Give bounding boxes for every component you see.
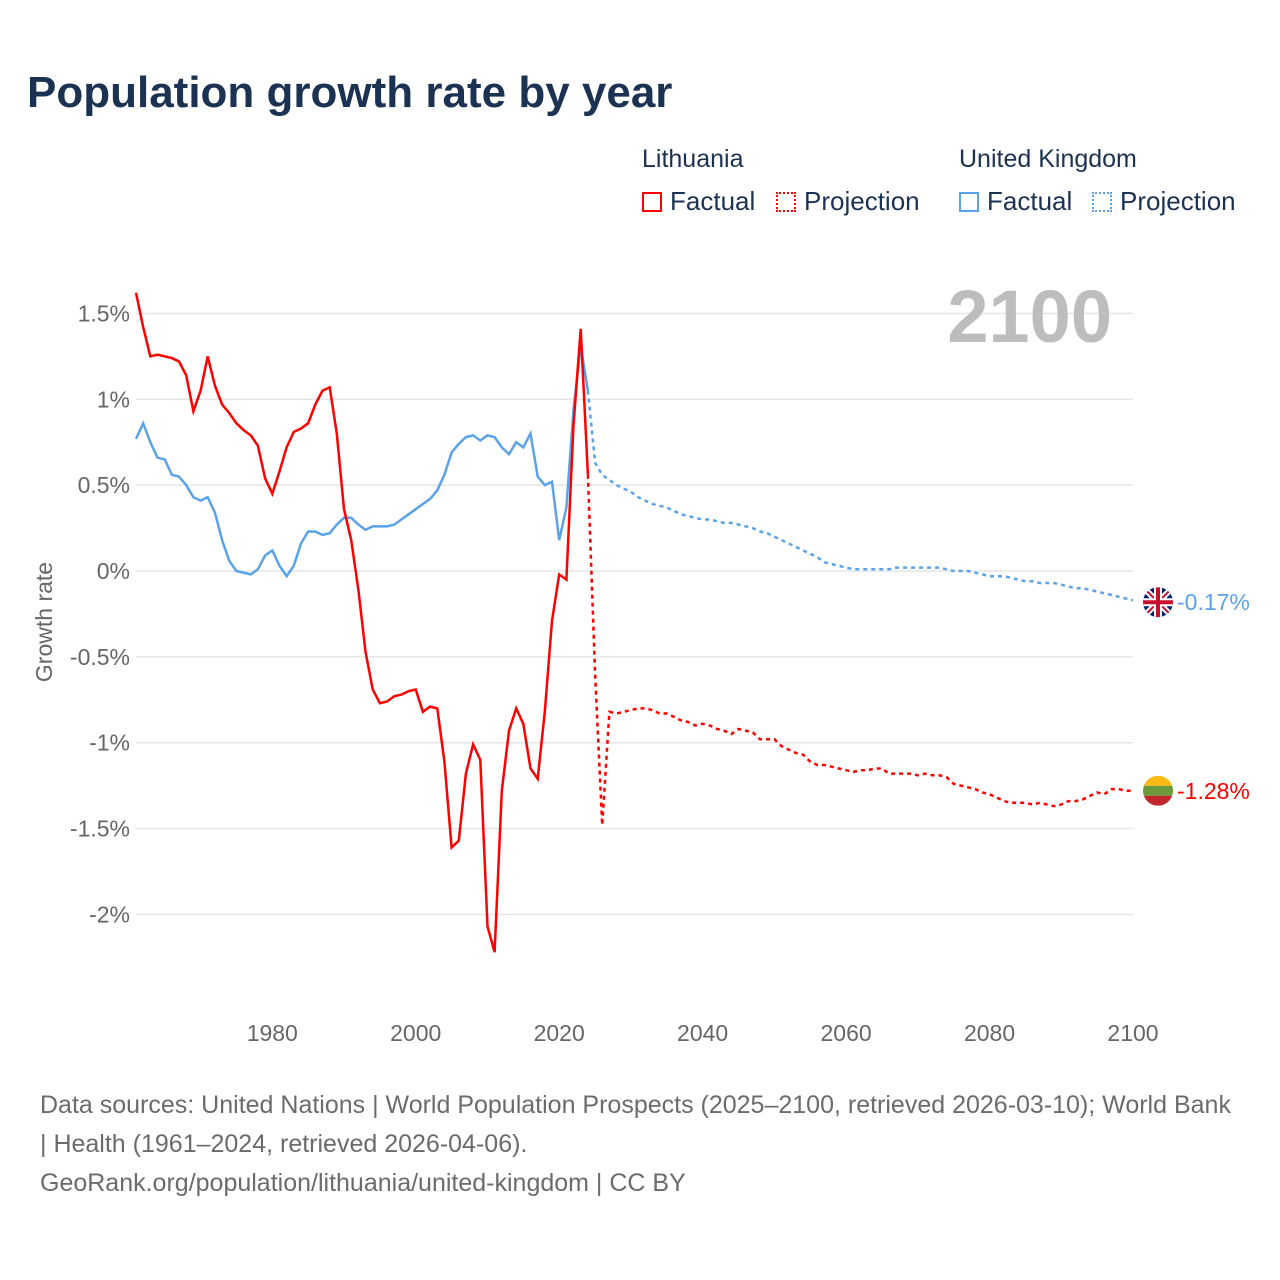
legend-lithuania-projection[interactable]: Projection: [776, 186, 920, 217]
legend-swatch-solid: [959, 191, 979, 212]
x-tick-label: 1980: [247, 1020, 298, 1046]
flag-lithuania-icon: [1143, 775, 1173, 806]
legend-group-lithuania: Lithuania: [642, 145, 744, 173]
data-sources: Data sources: United Nations | World Pop…: [40, 1091, 1231, 1158]
end-value-label-lithuania: -1.28%: [1177, 778, 1250, 804]
source-link[interactable]: GeoRank.org/population/lithuania/united-…: [40, 1169, 686, 1197]
x-tick-label: 2000: [390, 1020, 441, 1046]
y-tick-label: 1.5%: [78, 300, 130, 326]
legend-uk-projection[interactable]: Projection: [1092, 186, 1236, 217]
y-tick-label: -1%: [89, 730, 130, 756]
legend-swatch-dotted: [776, 191, 796, 212]
x-tick-label: 2020: [534, 1020, 585, 1046]
x-tick-label: 2040: [677, 1020, 728, 1046]
end-value-label-united-kingdom: -0.17%: [1177, 589, 1250, 615]
legend-label: Factual: [670, 186, 756, 216]
legend-label: Projection: [804, 186, 920, 216]
legend-uk-factual[interactable]: Factual: [959, 186, 1072, 217]
chart-title: Population growth rate by year: [27, 68, 673, 117]
y-tick-label: -2%: [89, 901, 130, 927]
y-tick-label: -1.5%: [70, 816, 130, 842]
y-tick-label: 0%: [97, 558, 130, 584]
year-label: 2100: [947, 275, 1112, 358]
y-tick-label: -0.5%: [70, 644, 130, 670]
line-lithuania-factual: [134, 292, 590, 953]
x-tick-label: 2100: [1107, 1020, 1158, 1046]
flag-united-kingdom-icon: [1143, 587, 1173, 618]
y-axis-label: Growth rate: [31, 562, 57, 682]
legend-label: Factual: [987, 186, 1073, 216]
line-united-kingdom-factual: [134, 345, 590, 579]
x-tick-label: 2060: [821, 1020, 872, 1046]
x-tick-label: 2080: [964, 1020, 1015, 1046]
line-united-kingdom-projection: [586, 390, 1134, 602]
legend-label: Projection: [1120, 186, 1236, 216]
line-lithuania-projection: [586, 474, 1133, 826]
legend-group-uk: United Kingdom: [959, 145, 1137, 173]
y-tick-label: 0.5%: [78, 472, 130, 498]
y-tick-label: 1%: [97, 386, 130, 412]
legend-swatch-solid: [642, 191, 662, 212]
legend-lithuania-factual[interactable]: Factual: [642, 186, 755, 217]
legend-swatch-dotted: [1092, 191, 1112, 212]
